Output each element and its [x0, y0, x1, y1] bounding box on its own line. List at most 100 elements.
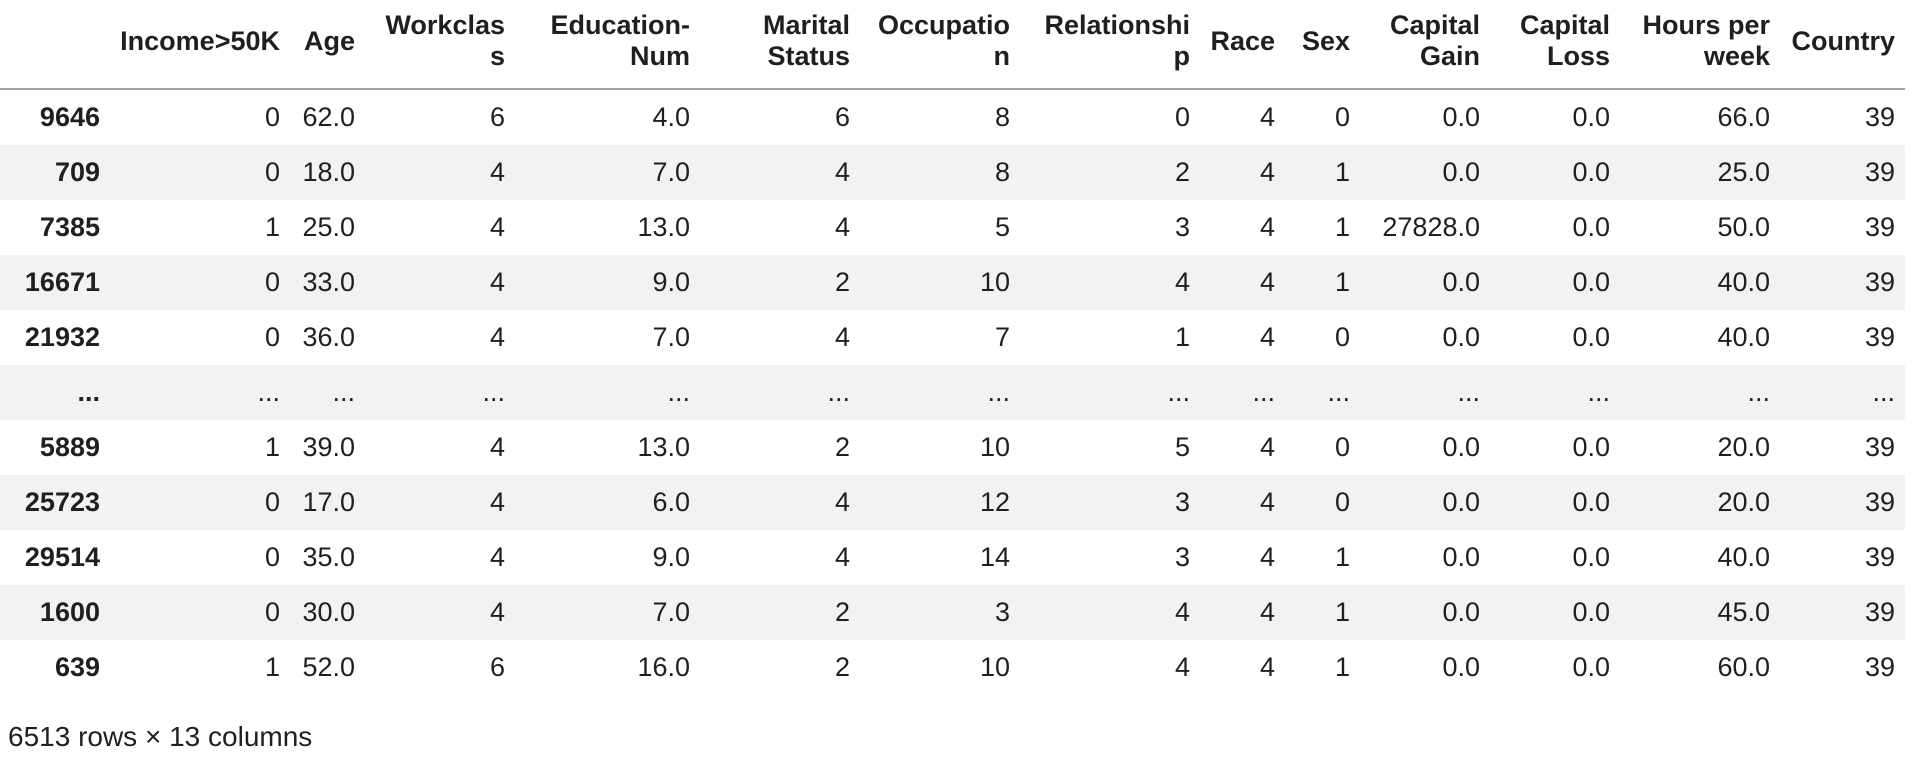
- data-cell: 4: [489, 157, 505, 188]
- row-index-cell: 21932: [24, 322, 100, 353]
- data-cell: 3: [1174, 542, 1190, 573]
- data-cell: 5: [994, 212, 1010, 243]
- data-cell: 0.0: [1572, 652, 1610, 683]
- column-header: Occupation: [860, 0, 1020, 91]
- data-cell: 60.0: [1717, 652, 1770, 683]
- data-cell: 14: [979, 542, 1010, 573]
- data-cell: 4: [489, 487, 505, 518]
- data-cell: 62.0: [302, 102, 355, 133]
- table-row: 7385 1 25.0 4 13.0 4 5 3 4 1 27828.0 0.0 50.0 39: [0, 200, 1905, 255]
- data-cell: 0.0: [1572, 542, 1610, 573]
- data-cell: 0.0: [1442, 542, 1480, 573]
- data-cell: ...: [482, 377, 505, 408]
- data-cell: 39: [1864, 322, 1895, 353]
- data-cell: 0.0: [1572, 597, 1610, 628]
- data-cell: 0.0: [1442, 267, 1480, 298]
- data-cell: 4: [1259, 542, 1275, 573]
- data-cell: 50.0: [1717, 212, 1770, 243]
- column-header: Age: [290, 0, 365, 91]
- row-index-cell: 7385: [39, 212, 100, 243]
- data-cell: 4: [489, 322, 505, 353]
- data-cell: 0: [264, 487, 280, 518]
- data-cell: 27828.0: [1382, 212, 1480, 243]
- column-header: Capital Gain: [1360, 0, 1490, 91]
- data-cell: 30.0: [302, 597, 355, 628]
- data-cell: 1: [1334, 542, 1350, 573]
- data-cell: 20.0: [1717, 487, 1770, 518]
- data-cell: 4: [1259, 487, 1275, 518]
- data-cell: 0.0: [1572, 157, 1610, 188]
- data-cell: 39.0: [302, 432, 355, 463]
- data-cell: 36.0: [302, 322, 355, 353]
- dimensions-label: 6513 rows × 13 columns: [8, 721, 313, 753]
- row-index-cell: 16671: [24, 267, 100, 298]
- data-cell: ...: [987, 377, 1010, 408]
- column-header: Country: [1780, 0, 1905, 91]
- data-cell: 9.0: [652, 542, 690, 573]
- data-cell: 7: [994, 322, 1010, 353]
- data-cell: 10: [979, 267, 1010, 298]
- data-cell: 25.0: [1717, 157, 1770, 188]
- data-cell: 9.0: [652, 267, 690, 298]
- data-cell: 8: [994, 157, 1010, 188]
- data-cell: 1: [264, 212, 280, 243]
- column-header: Sex: [1285, 0, 1360, 91]
- data-cell: ...: [257, 377, 280, 408]
- data-cell: 39: [1864, 212, 1895, 243]
- data-cell: 35.0: [302, 542, 355, 573]
- data-cell: 4: [489, 597, 505, 628]
- data-cell: 4: [489, 212, 505, 243]
- data-cell: 0.0: [1572, 322, 1610, 353]
- data-cell: 4: [1174, 652, 1190, 683]
- data-cell: 4: [489, 267, 505, 298]
- data-cell: 4: [1174, 597, 1190, 628]
- data-cell: 4: [1259, 102, 1275, 133]
- data-cell: 40.0: [1717, 322, 1770, 353]
- data-cell: 45.0: [1717, 597, 1770, 628]
- data-cell: 6: [834, 102, 850, 133]
- ellipsis-row: ........................................…: [0, 365, 1905, 421]
- table-row: 25723 0 17.0 4 6.0 4 12 3 4 0 0.0 0.0 20.0 39: [0, 475, 1905, 531]
- data-cell: 2: [1174, 157, 1190, 188]
- data-cell: 0.0: [1442, 487, 1480, 518]
- data-cell: 16.0: [637, 652, 690, 683]
- data-cell: 4.0: [652, 102, 690, 133]
- data-cell: 39: [1864, 432, 1895, 463]
- data-cell: 52.0: [302, 652, 355, 683]
- row-index-cell: 709: [54, 157, 100, 188]
- index-column-header: [0, 0, 110, 91]
- data-cell: 3: [1174, 487, 1190, 518]
- data-cell: 4: [834, 212, 850, 243]
- table-row: 5889 1 39.0 4 13.0 2 10 5 4 0 0.0 0.0 20.0 39: [0, 420, 1905, 475]
- data-cell: 2: [834, 432, 850, 463]
- data-cell: ...: [1252, 377, 1275, 408]
- data-cell: 2: [834, 267, 850, 298]
- data-cell: 33.0: [302, 267, 355, 298]
- data-cell: 3: [994, 597, 1010, 628]
- data-cell: 2: [834, 652, 850, 683]
- table-row: 29514 0 35.0 4 9.0 4 14 3 4 1 0.0 0.0 40.0 39: [0, 530, 1905, 585]
- data-cell: 39: [1864, 542, 1895, 573]
- data-cell: 4: [834, 542, 850, 573]
- data-cell: 1: [264, 652, 280, 683]
- row-index-cell: 29514: [24, 542, 100, 573]
- row-index-cell: 639: [54, 652, 100, 683]
- data-cell: 0.0: [1442, 322, 1480, 353]
- column-header: Education-Num: [515, 0, 700, 91]
- data-cell: 1: [1334, 157, 1350, 188]
- data-cell: 2: [834, 597, 850, 628]
- data-cell: 1: [1334, 267, 1350, 298]
- column-header: Hours per week: [1620, 0, 1780, 91]
- data-cell: 0: [1334, 487, 1350, 518]
- data-cell: 0.0: [1572, 212, 1610, 243]
- data-cell: 1: [264, 432, 280, 463]
- table-row: 16671 0 33.0 4 9.0 2 10 4 4 1 0.0 0.0 40.0 39: [0, 255, 1905, 311]
- data-cell: 4: [1259, 157, 1275, 188]
- row-index-cell: 9646: [39, 102, 100, 133]
- data-cell: 12: [979, 487, 1010, 518]
- data-cell: 0: [264, 597, 280, 628]
- data-cell: 39: [1864, 157, 1895, 188]
- data-cell: 0.0: [1572, 102, 1610, 133]
- data-cell: ...: [827, 377, 850, 408]
